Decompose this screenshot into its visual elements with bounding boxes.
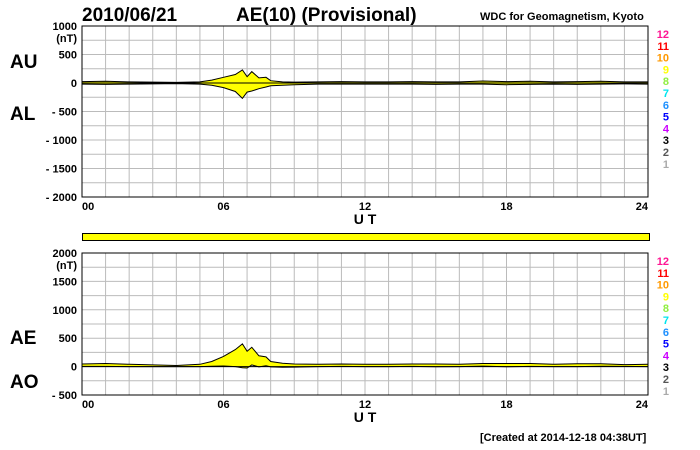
top-station-legend-item: 12	[657, 29, 669, 41]
top-station-legend-item: 6	[663, 100, 669, 112]
bottom-station-legend-item: 4	[663, 350, 670, 362]
ae-label: AE	[10, 328, 37, 349]
series-line-ae	[81, 343, 649, 367]
bottom-station-legend-item: 5	[663, 339, 669, 351]
bottom-fill-band	[82, 343, 648, 368]
top-ytick-label: 0	[71, 78, 77, 90]
bottom-plot-frame	[81, 252, 649, 396]
bottom-station-legend-item: 3	[663, 362, 669, 374]
bottom-ytick-label: 500	[59, 333, 77, 345]
top-xtick-label: 24	[636, 201, 649, 213]
top-unit-label: (nT)	[56, 33, 77, 45]
top-station-legend-item: 7	[663, 88, 669, 100]
top-xtick-label: 18	[500, 201, 512, 213]
top-ytick-label: - 1000	[46, 135, 77, 147]
bottom-station-legend-item: 12	[657, 256, 669, 268]
chart-date: 2010/06/21	[82, 5, 178, 26]
bottom-ytick-label: 2000	[53, 248, 77, 260]
top-ytick-label: - 2000	[46, 192, 77, 204]
bottom-unit-label: (nT)	[56, 260, 77, 272]
series-line-al	[81, 83, 649, 100]
top-xtick-label: 06	[217, 201, 229, 213]
bottom-ytick-label: 1000	[53, 305, 77, 317]
top-station-legend-item: 8	[663, 76, 669, 88]
bottom-ytick-label: - 500	[52, 390, 77, 402]
bottom-station-legend-item: 7	[663, 315, 669, 327]
top-station-legend-item: 1	[663, 159, 669, 171]
quality-bar	[82, 233, 650, 241]
ao-label: AO	[10, 372, 39, 393]
bottom-station-legend-item: 1	[663, 386, 669, 398]
top-station-legend-item: 4	[663, 123, 670, 135]
bottom-xtick-label: 24	[636, 399, 649, 411]
series-line-ao	[82, 364, 649, 369]
bottom-ytick-label: 0	[71, 362, 77, 374]
top-ytick-label: - 500	[52, 107, 77, 119]
top-station-legend-item: 3	[663, 135, 669, 147]
series-line-au	[81, 69, 648, 83]
top-station-legend-item: 9	[663, 64, 669, 76]
bottom-station-legend-item: 2	[663, 374, 669, 386]
bottom-xtick-label: 18	[500, 399, 512, 411]
bottom-xtick-label: 12	[359, 399, 371, 411]
al-label: AL	[10, 104, 36, 125]
chart-title: AE(10) (Provisional)	[236, 5, 417, 26]
bottom-station-legend-item: 6	[663, 327, 669, 339]
top-xtick-label: 12	[359, 201, 371, 213]
bottom-xaxis-title: U T	[354, 409, 377, 425]
top-ytick-label: 500	[59, 50, 77, 62]
bottom-station-legend-item: 11	[657, 268, 669, 280]
top-station-legend-item: 11	[657, 41, 669, 53]
top-station-legend-item: 5	[663, 112, 669, 124]
top-xaxis-title: U T	[354, 211, 377, 227]
bottom-station-legend-item: 10	[657, 280, 669, 292]
top-station-legend-item: 2	[663, 147, 669, 159]
au-label: AU	[10, 52, 38, 73]
bottom-xtick-label: 00	[82, 399, 94, 411]
bottom-station-legend-item: 9	[663, 291, 669, 303]
top-ytick-label: 1000	[53, 21, 77, 33]
created-timestamp: [Created at 2014-12-18 04:38UT]	[480, 432, 647, 444]
bottom-station-legend-item: 8	[663, 303, 669, 315]
organization-label: WDC for Geomagnetism, Kyoto	[480, 11, 644, 23]
top-ytick-label: - 1500	[46, 164, 77, 176]
bottom-xtick-label: 06	[217, 399, 229, 411]
top-station-legend-item: 10	[657, 53, 669, 65]
top-xtick-label: 00	[82, 201, 94, 213]
top-plot-frame	[81, 25, 649, 198]
bottom-ytick-label: 1500	[53, 276, 77, 288]
